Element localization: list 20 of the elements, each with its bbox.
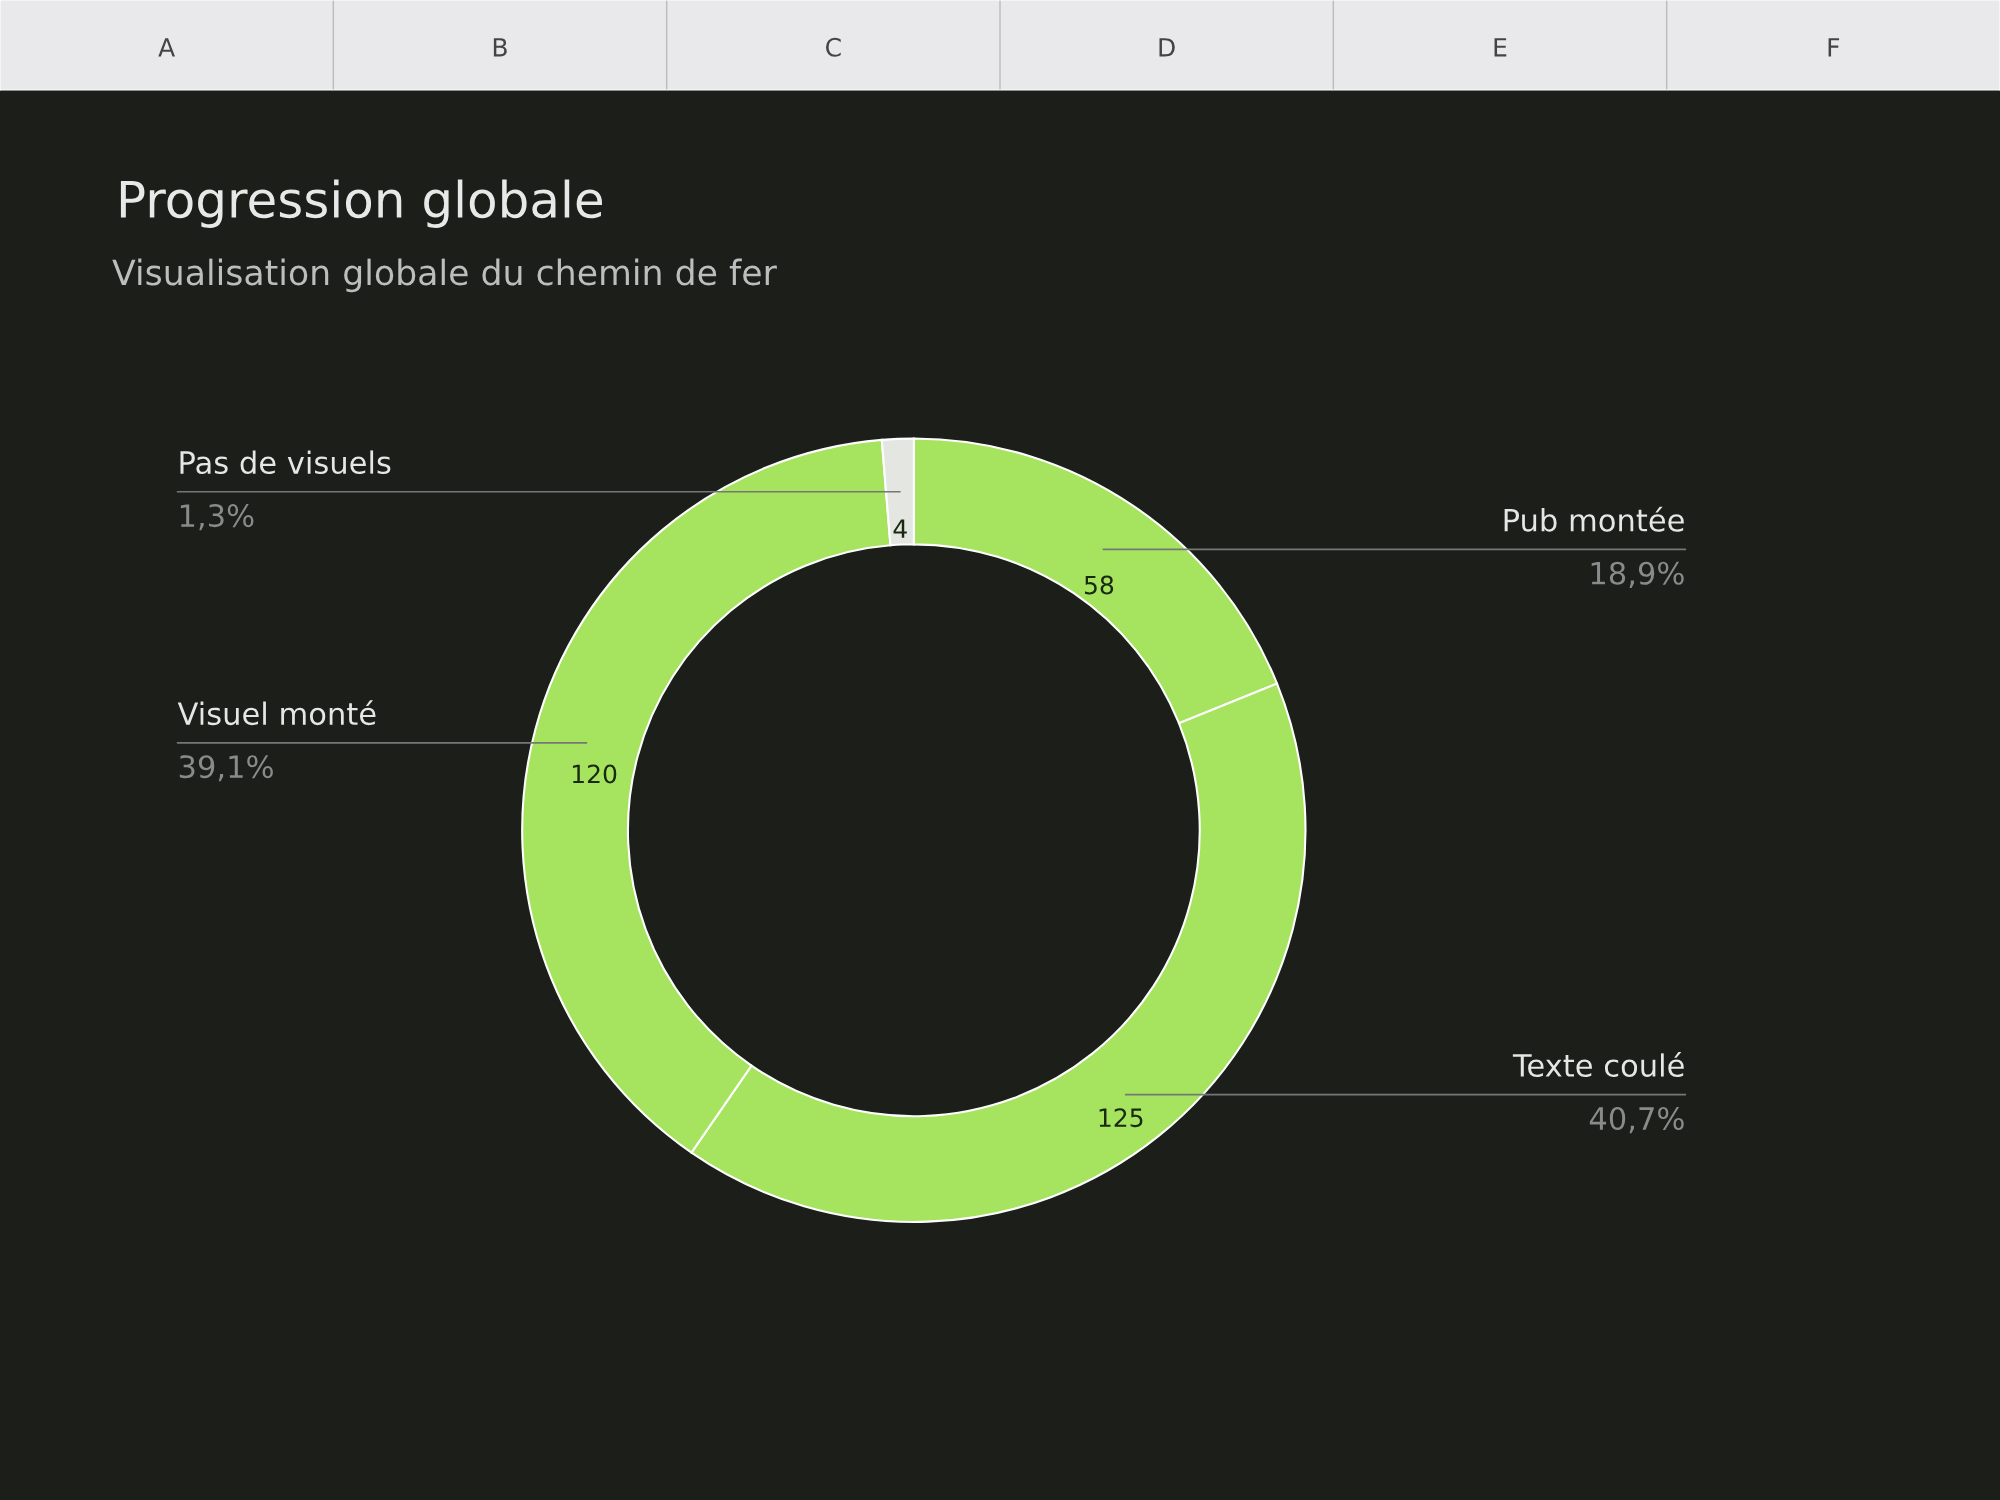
data-label: 4 bbox=[893, 519, 907, 538]
data-label: 125 bbox=[1099, 1108, 1143, 1128]
text: A bbox=[158, 38, 176, 57]
text: 1,3% bbox=[180, 504, 254, 531]
chart-subtitle: Visualisation globale du chemin de fer bbox=[112, 258, 777, 293]
text: 39,1% bbox=[179, 755, 273, 782]
text: 18,9% bbox=[1591, 561, 1684, 588]
slice-label: Pub montée bbox=[1504, 506, 1684, 532]
slice-label: Pas de visuels bbox=[180, 450, 391, 475]
chart-title: Progression globale bbox=[120, 179, 602, 228]
text: F bbox=[1828, 38, 1840, 57]
data-label: 120 bbox=[572, 764, 617, 784]
text: D bbox=[1159, 38, 1175, 57]
text: E bbox=[1494, 38, 1507, 57]
text: C bbox=[826, 37, 841, 57]
text: B bbox=[493, 38, 507, 57]
data-label: 58 bbox=[1084, 575, 1114, 595]
slice-label: Visuel monté bbox=[177, 700, 376, 726]
slice-label: Texte coulé bbox=[1512, 1052, 1684, 1077]
text: 40,7% bbox=[1589, 1106, 1684, 1134]
